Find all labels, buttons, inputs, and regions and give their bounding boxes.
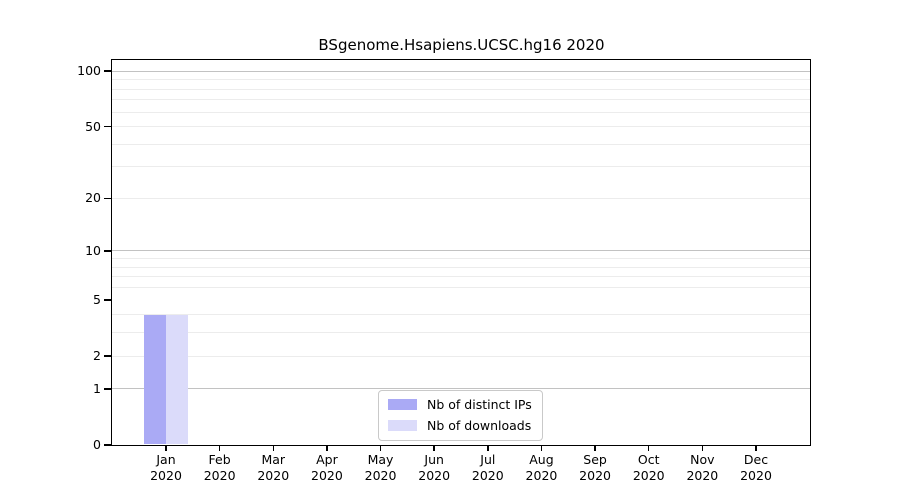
x-tick-year: 2020 [311,468,343,483]
x-tick-label: Aug 2020 [509,452,573,484]
x-tick-month: Jan [156,452,176,467]
minor-gridline [112,314,810,316]
y-tick-mark [104,125,111,128]
x-tick-year: 2020 [525,468,558,483]
x-tick-year: 2020 [740,468,772,483]
x-tick-month: Dec [743,452,769,467]
x-tick-month: Nov [690,452,715,467]
y-tick-label: 0 [93,437,101,452]
x-tick-month: Apr [316,452,338,467]
x-tick-year: 2020 [471,468,504,483]
x-tick-label: Sep 2020 [563,452,627,484]
minor-gridline [112,257,810,259]
legend-label: Nb of distinct IPs [427,397,532,412]
x-tick-month: Aug [529,452,554,467]
x-tick-mark [647,445,650,451]
x-tick-label: Jun 2020 [402,452,466,484]
x-tick-label: Jul 2020 [456,452,520,484]
y-tick-label: 100 [77,63,101,79]
y-tick-mark [104,197,111,200]
minor-gridline [112,126,810,128]
minor-gridline [112,197,810,199]
x-tick-mark [594,445,596,451]
minor-gridline [112,79,810,81]
major-gridline [112,70,810,72]
minor-gridline [112,111,810,113]
minor-gridline [112,355,810,357]
x-tick-year: 2020 [418,468,451,483]
x-tick-month: Oct [637,452,660,467]
minor-gridline [112,332,810,334]
x-tick-mark [326,445,328,451]
x-tick-mark [433,445,435,451]
x-tick-label: Feb 2020 [188,452,252,484]
y-tick-mark [104,299,111,301]
minor-gridline [112,286,810,288]
x-tick-mark [379,445,382,451]
x-tick-label: Mar 2020 [241,452,305,484]
chart-title: BSgenome.Hsapiens.UCSC.hg16 2020 [318,36,605,54]
y-tick-label: 20 [85,190,101,206]
x-tick-month: Mar [261,452,286,467]
legend-row: Nb of distinct IPs [388,396,532,413]
x-tick-mark [165,445,167,451]
minor-gridline [112,266,810,268]
x-tick-year: 2020 [579,468,611,483]
x-tick-label: Nov 2020 [670,452,734,484]
legend-swatch [388,399,417,410]
x-tick-label: Apr 2020 [295,452,359,484]
x-tick-month: Feb [208,452,231,467]
legend: Nb of distinct IPs Nb of downloads [378,390,543,441]
x-tick-year: 2020 [632,468,665,483]
x-tick-year: 2020 [203,468,236,483]
x-tick-month: May [367,452,394,467]
minor-gridline [112,166,810,168]
minor-gridline [112,276,810,278]
bar-distinct-ips [144,314,166,444]
x-tick-mark [701,445,704,451]
x-tick-mark [540,445,543,451]
y-tick-mark [104,444,111,446]
y-tick-mark [104,70,111,72]
y-tick-mark [104,388,111,390]
x-tick-mark [272,445,275,451]
x-tick-year: 2020 [364,468,397,483]
x-tick-mark [755,445,757,451]
y-tick-mark [104,250,111,252]
x-tick-year: 2020 [257,468,290,483]
x-tick-label: May 2020 [349,452,413,484]
y-tick-label: 10 [85,242,101,258]
x-tick-month: Sep [583,452,607,467]
x-tick-mark [487,445,489,451]
major-gridline [112,250,810,252]
legend-label: Nb of downloads [427,418,532,433]
legend-row: Nb of downloads [388,417,532,434]
x-tick-mark [218,445,221,451]
minor-gridline [112,99,810,101]
legend-swatch [388,420,417,431]
y-tick-mark [104,355,111,357]
x-tick-label: Oct 2020 [617,452,681,484]
y-tick-label: 1 [93,380,101,396]
x-tick-year: 2020 [150,468,182,483]
y-tick-label: 50 [85,118,101,134]
x-tick-month: Jun [424,452,444,467]
minor-gridline [112,143,810,145]
x-tick-label: Jan 2020 [134,452,198,484]
x-tick-year: 2020 [686,468,719,483]
minor-gridline [112,88,810,90]
x-tick-month: Jul [480,452,496,467]
major-gridline [112,388,810,390]
y-tick-label: 2 [93,348,101,363]
x-tick-label: Dec 2020 [724,452,788,484]
bar-downloads [166,314,188,444]
y-tick-label: 5 [93,291,101,307]
